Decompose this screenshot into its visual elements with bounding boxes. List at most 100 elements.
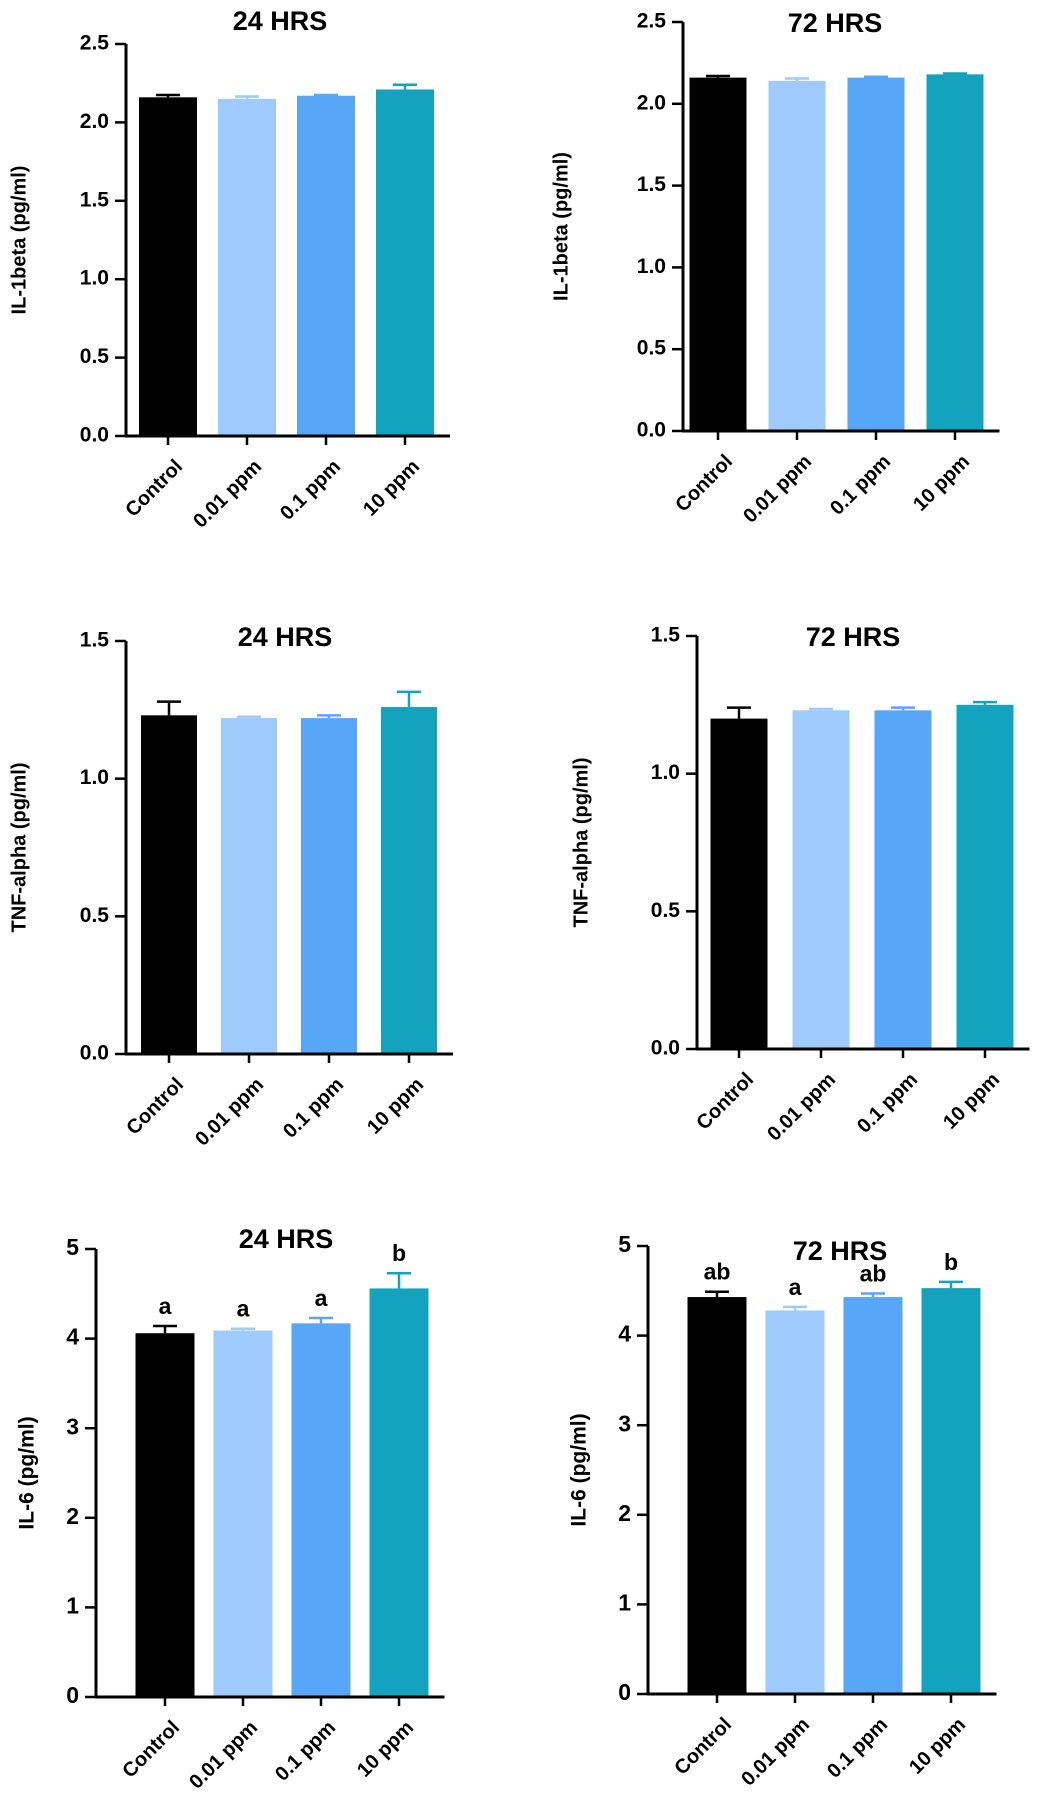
y-tick-label: 1.0 [80, 267, 109, 290]
bar-0-01-ppm [218, 98, 276, 436]
bar-0-1-ppm [297, 95, 355, 436]
x-tick-label: 0.01 ppm [189, 456, 266, 533]
bar-10-ppm [369, 1288, 429, 1697]
y-tick-label: 0.0 [637, 419, 666, 442]
chart-title: 24 HRS [239, 1224, 334, 1254]
chart-title: 24 HRS [238, 622, 333, 652]
chart-title: 72 HRS [788, 8, 883, 38]
x-tick-label: 0.01 ppm [763, 1069, 840, 1146]
y-tick-label: 0.5 [637, 337, 667, 360]
y-tick-label: 3 [66, 1413, 79, 1439]
y-tick-label: 0 [66, 1682, 79, 1708]
y-tick-label: 2.5 [637, 10, 667, 33]
y-tick-label: 0.5 [651, 899, 681, 922]
x-tick-label: 10 ppm [909, 451, 974, 516]
significance-letter: a [159, 1293, 172, 1319]
y-tick-label: 2.0 [637, 91, 666, 114]
x-tick-label: 0.01 ppm [739, 451, 816, 528]
bar-control [141, 715, 197, 1054]
y-axis-label: IL-1beta (pg/ml) [550, 152, 572, 301]
significance-letter: ab [860, 1260, 887, 1286]
bar-10-ppm [376, 89, 434, 437]
x-tick-label: 0.1 ppm [826, 451, 895, 520]
bar-control [687, 1297, 747, 1694]
x-tick-label: Control [118, 1717, 184, 1783]
y-tick-label: 1.0 [651, 761, 680, 784]
x-tick-label: 10 ppm [359, 456, 424, 521]
bar-0-1-ppm [291, 1323, 351, 1697]
bar-0-01-ppm [765, 1310, 825, 1694]
y-tick-label: 1.5 [80, 629, 110, 652]
y-tick-label: 0.5 [80, 345, 110, 368]
x-tick-label: 0.1 ppm [853, 1069, 922, 1138]
x-tick-label: Control [671, 451, 737, 517]
x-tick-label: 0.1 ppm [276, 456, 345, 525]
y-tick-label: 4 [618, 1321, 631, 1347]
bar-0-01-ppm [768, 80, 826, 431]
x-tick-label: 0.1 ppm [823, 1714, 892, 1783]
y-tick-label: 1.0 [80, 766, 109, 789]
y-tick-label: 1.5 [651, 624, 681, 647]
bar-0-01-ppm [792, 710, 850, 1049]
x-tick-label: Control [121, 456, 187, 522]
bar-0-1-ppm [301, 718, 357, 1054]
bar-control [710, 718, 768, 1049]
bar-10-ppm [921, 1288, 981, 1694]
x-tick-label: Control [670, 1714, 736, 1780]
bar-0-1-ppm [843, 1297, 903, 1694]
y-axis-label: IL-6 (pg/ml) [16, 1416, 39, 1529]
bar-0-01-ppm [213, 1330, 273, 1697]
y-tick-label: 0.5 [80, 904, 110, 927]
y-tick-label: 2 [66, 1503, 79, 1529]
y-tick-label: 1.0 [637, 255, 666, 278]
bar-0-01-ppm [221, 718, 277, 1054]
chart-title: 72 HRS [793, 1236, 888, 1266]
y-tick-label: 1.5 [80, 188, 110, 211]
chart-title: 72 HRS [806, 622, 901, 652]
y-tick-label: 1.5 [637, 173, 667, 196]
bar-control [139, 97, 197, 436]
chart-title: 24 HRS [233, 6, 328, 36]
y-tick-label: 4 [66, 1324, 79, 1350]
x-tick-label: 0.01 ppm [185, 1717, 262, 1794]
x-tick-label: 10 ppm [939, 1069, 1004, 1134]
bar-10-ppm [956, 704, 1014, 1049]
y-tick-label: 1 [66, 1592, 79, 1618]
x-tick-label: 0.01 ppm [191, 1074, 268, 1151]
y-axis-label: IL-1beta (pg/ml) [8, 166, 30, 315]
y-tick-label: 5 [618, 1231, 631, 1257]
bar-10-ppm [926, 74, 984, 432]
bar-0-1-ppm [874, 710, 932, 1049]
y-axis-label: TNF-alpha (pg/ml) [570, 758, 592, 928]
significance-letter: a [237, 1296, 250, 1322]
x-tick-label: 0.1 ppm [271, 1717, 340, 1786]
panel-il6-72h: 72 HRS IL-6 (pg/ml) ab Control a 0.01 ppm ab 0.… [568, 1231, 997, 1790]
significance-letter: b [944, 1249, 958, 1275]
y-tick-label: 0.0 [80, 424, 109, 447]
bar-10-ppm [381, 707, 437, 1054]
y-tick-label: 1 [618, 1589, 631, 1615]
panel-il6-24h: 24 HRS IL-6 (pg/ml) a Control a 0.01 ppm a 0.1 … [16, 1224, 445, 1793]
x-tick-label: Control [122, 1074, 188, 1140]
y-tick-label: 0 [618, 1679, 631, 1705]
bar-control [135, 1333, 195, 1697]
panel-tnfalpha-24h: 24 HRS TNF-alpha (pg/ml) Control 0.01 ppm 0.… [8, 622, 453, 1150]
y-tick-label: 2.5 [80, 32, 110, 55]
significance-letter: b [392, 1240, 406, 1266]
panel-il1beta-72h: 72 HRS IL-1beta (pg/ml) Control 0.01 ppm 0.1… [550, 8, 1000, 528]
x-tick-label: 10 ppm [905, 1714, 970, 1779]
y-tick-label: 5 [66, 1234, 79, 1260]
x-tick-label: 10 ppm [363, 1074, 428, 1139]
x-tick-label: 10 ppm [353, 1717, 418, 1782]
y-tick-label: 0.0 [651, 1037, 680, 1060]
bar-control [689, 77, 747, 432]
significance-letter: ab [704, 1259, 731, 1285]
significance-letter: a [789, 1274, 802, 1300]
y-tick-label: 3 [618, 1410, 631, 1436]
y-axis-label: TNF-alpha (pg/ml) [8, 763, 30, 933]
bar-0-1-ppm [847, 77, 905, 432]
x-tick-label: 0.01 ppm [737, 1714, 814, 1791]
y-tick-label: 0.0 [80, 1042, 109, 1065]
